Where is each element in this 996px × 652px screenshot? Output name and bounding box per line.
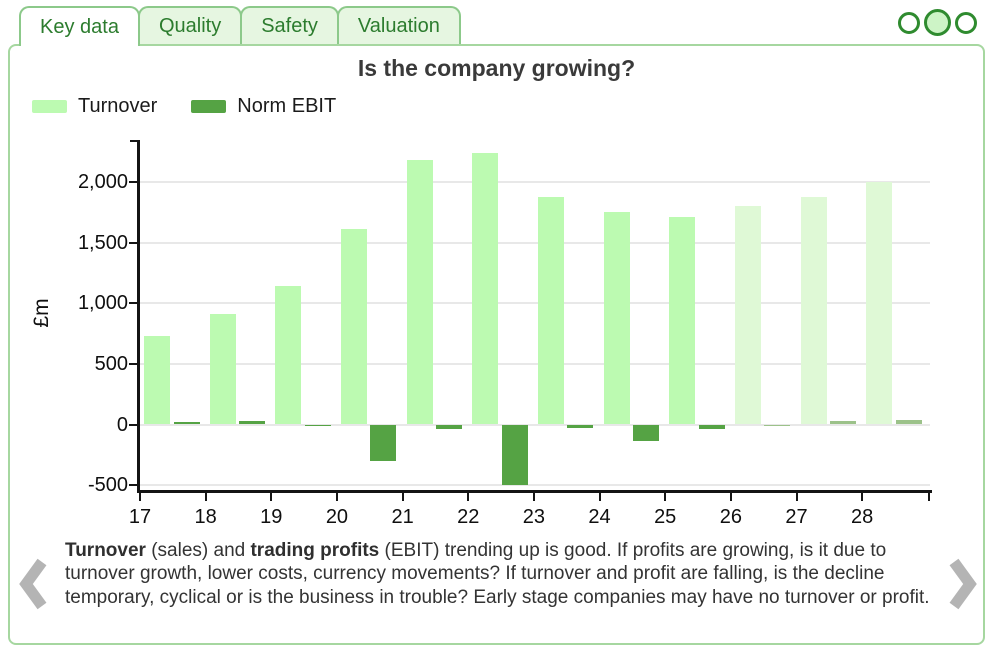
footer-segment: trading profits: [250, 540, 380, 561]
pager-dots: [898, 9, 977, 36]
legend-swatch-norm-ebit: [191, 99, 227, 113]
pager-dot-1[interactable]: [898, 11, 920, 34]
footer-text: Turnover (sales) and trading profits (EB…: [65, 539, 939, 609]
tab-safety[interactable]: Safety: [240, 6, 339, 44]
tab-bar: Key data Quality Safety Valuation: [19, 6, 461, 46]
tab-key-data[interactable]: Key data: [19, 6, 140, 46]
tab-quality[interactable]: Quality: [137, 6, 243, 44]
chart-title: Is the company growing?: [357, 55, 636, 81]
prev-chart-button[interactable]: [16, 557, 52, 611]
footer-segment: (EBIT) trending up is good. If profits a…: [65, 540, 930, 608]
footer-segment: Turnover: [65, 540, 146, 561]
pager-dot-3[interactable]: [955, 11, 977, 34]
legend-swatch-turnover: [32, 99, 67, 113]
tab-valuation[interactable]: Valuation: [336, 6, 461, 44]
legend-label: Turnover: [78, 94, 158, 117]
footer-segment: (sales) and: [145, 540, 251, 561]
chart-legend: Turnover Norm EBIT: [32, 93, 370, 119]
chevron-right-icon: [949, 558, 977, 610]
pager-dot-2[interactable]: [924, 9, 951, 36]
chevron-left-icon: [19, 558, 47, 610]
legend-label: Norm EBIT: [237, 94, 337, 117]
next-chart-button[interactable]: [944, 557, 980, 611]
